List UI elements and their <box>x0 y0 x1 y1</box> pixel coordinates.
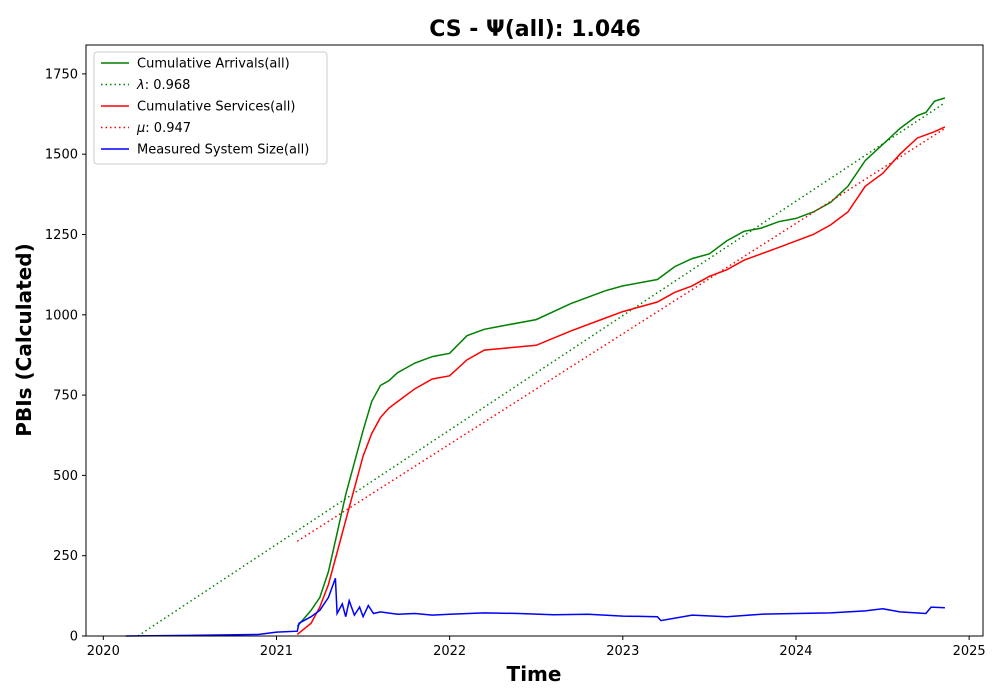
x-tick-label: 2024 <box>779 644 812 659</box>
legend-box <box>93 51 328 165</box>
x-axis-label: Time <box>507 662 562 686</box>
plot-frame <box>85 44 984 637</box>
series-line-4-measured-system-size-all <box>125 577 945 637</box>
series-line-2-cumulative-services-all <box>296 126 946 635</box>
y-tick-label: 0 <box>70 630 78 645</box>
x-tick-label: 2025 <box>953 644 986 659</box>
legend-label: λ: 0.968 <box>136 78 190 93</box>
y-tick-label: 500 <box>53 469 78 484</box>
series-layer <box>125 97 946 637</box>
legend-label: Cumulative Services(all) <box>137 100 295 115</box>
chart-title: CS - Ψ(all): 1.046 <box>429 17 641 42</box>
legend-label: μ: 0.947 <box>136 121 191 136</box>
x-tick-label: 2020 <box>87 644 120 659</box>
ticks-layer: 2020 2021 2022 2023 2024 2025 0 250 500 750 1000 12… <box>45 67 986 659</box>
x-tick-label: 2023 <box>606 644 639 659</box>
x-tick-label: 2021 <box>260 644 293 659</box>
y-tick-label: 250 <box>53 549 78 564</box>
legend-label: Measured System Size(all) <box>137 143 309 158</box>
y-tick-label: 1000 <box>45 308 78 323</box>
series-line-3-0-947 <box>296 127 946 542</box>
x-tick-label: 2022 <box>433 644 466 659</box>
y-tick-label: 1250 <box>45 228 78 243</box>
legend-label: Cumulative Arrivals(all) <box>137 57 290 72</box>
y-tick-label: 1750 <box>45 67 78 82</box>
y-axis-label: PBIs (Calculated) <box>12 243 36 436</box>
y-tick-label: 750 <box>53 389 78 404</box>
series-line-1-0-968 <box>137 102 946 637</box>
series-line-0-cumulative-arrivals-all <box>296 97 946 627</box>
y-tick-label: 1500 <box>45 148 78 163</box>
legend: Cumulative Arrivals(all) λ: 0.968 Cumulati… <box>93 51 328 165</box>
